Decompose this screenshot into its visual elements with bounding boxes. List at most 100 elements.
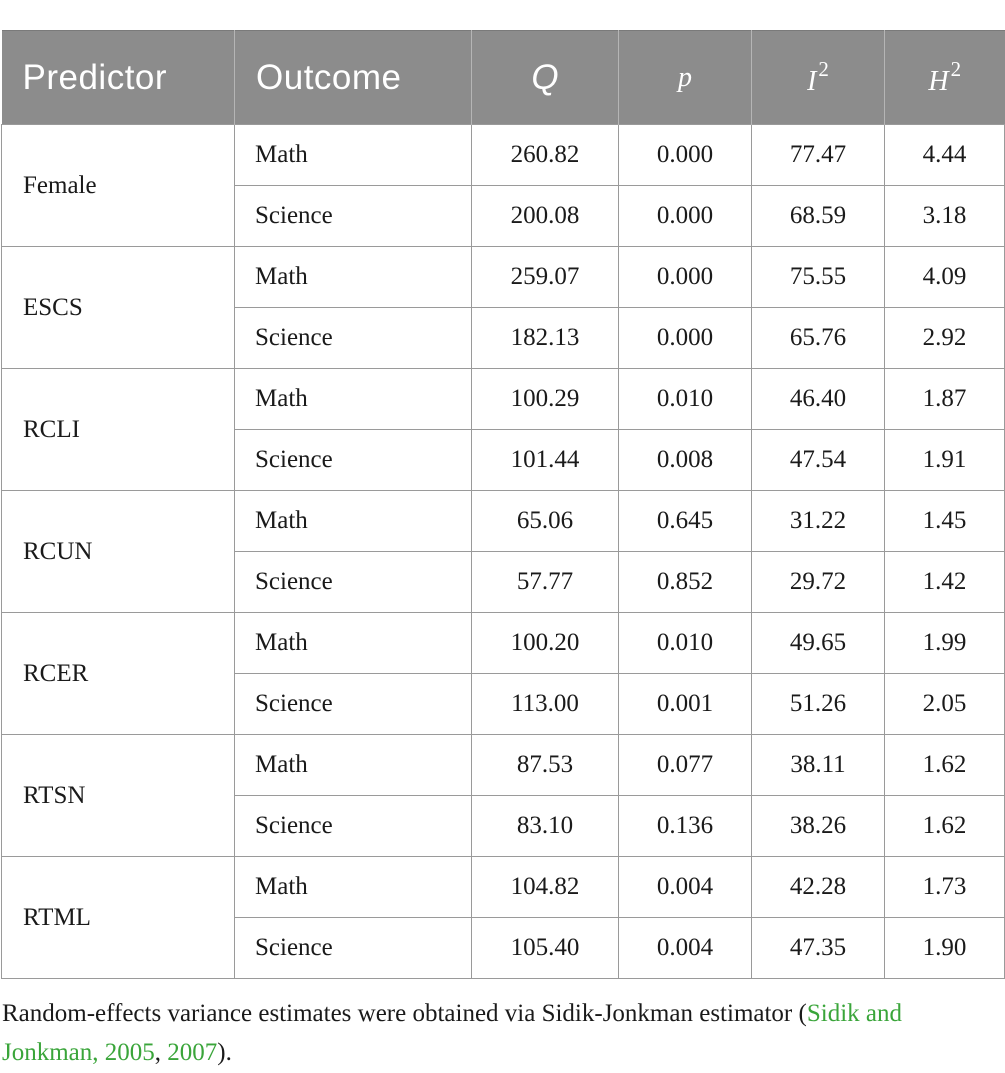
p-cell: 0.136	[618, 795, 752, 857]
table-row: Female Math 260.82 0.000 77.47 4.44	[1, 124, 1005, 247]
i2-cell: 65.76	[751, 307, 885, 369]
header-i2-exponent: 2	[818, 57, 829, 81]
i2-cell: 47.35	[751, 917, 885, 979]
header-h2: H2	[884, 30, 1005, 125]
i2-cell: 29.72	[751, 551, 885, 613]
outcome-cell: Math	[234, 612, 472, 674]
table-row: RCLI Math 100.29 0.010 46.40 1.87	[1, 368, 1005, 491]
h2-cell: 3.18	[884, 185, 1005, 247]
h2-cell: 1.42	[884, 551, 1005, 613]
q-cell: 100.20	[471, 612, 619, 674]
outcome-cell: Math	[234, 368, 472, 430]
header-predictor: Predictor	[1, 30, 235, 125]
heterogeneity-table: Predictor Outcome Q p I2 H2 Female Math …	[1, 30, 1005, 979]
predictor-cell: RCER	[1, 612, 235, 735]
outcome-cell: Math	[234, 246, 472, 308]
h2-cell: 1.87	[884, 368, 1005, 430]
outcome-cell: Math	[234, 734, 472, 796]
outcome-cell: Science	[234, 307, 472, 369]
h2-cell: 1.73	[884, 856, 1005, 918]
citation-link-2007[interactable]: 2007	[167, 1039, 218, 1066]
table-row: RCER Math 100.20 0.010 49.65 1.99	[1, 612, 1005, 735]
table-row: RTSN Math 87.53 0.077 38.11 1.62	[1, 734, 1005, 857]
p-cell: 0.000	[618, 185, 752, 247]
h2-cell: 4.09	[884, 246, 1005, 308]
header-row: Predictor Outcome Q p I2 H2	[1, 30, 1005, 125]
p-cell: 0.010	[618, 368, 752, 430]
header-p: p	[618, 30, 752, 125]
predictor-cell: RCLI	[1, 368, 235, 491]
q-cell: 259.07	[471, 246, 619, 308]
predictor-cell: RTML	[1, 856, 235, 979]
outcome-cell: Science	[234, 429, 472, 491]
table-row: Science 57.77 0.852 29.72 1.42	[2, 551, 1005, 613]
outcome-cell: Science	[234, 795, 472, 857]
q-cell: 200.08	[471, 185, 619, 247]
p-cell: 0.004	[618, 856, 752, 918]
table-row: Science 101.44 0.008 47.54 1.91	[2, 429, 1005, 491]
header-h2-base: H	[928, 66, 949, 97]
h2-cell: 2.05	[884, 673, 1005, 735]
table-row: ESCS Math 259.07 0.000 75.55 4.09	[1, 246, 1005, 369]
i2-cell: 42.28	[751, 856, 885, 918]
table-footnote: Random-effects variance estimates were o…	[2, 994, 992, 1072]
table-row: RTML Math 104.82 0.004 42.28 1.73	[1, 856, 1005, 979]
h2-cell: 1.45	[884, 490, 1005, 552]
i2-cell: 77.47	[751, 124, 885, 186]
q-cell: 65.06	[471, 490, 619, 552]
table-row: RCUN Math 65.06 0.645 31.22 1.45	[1, 490, 1005, 613]
i2-cell: 46.40	[751, 368, 885, 430]
q-cell: 101.44	[471, 429, 619, 491]
q-cell: 87.53	[471, 734, 619, 796]
h2-cell: 1.62	[884, 795, 1005, 857]
table-row: Science 113.00 0.001 51.26 2.05	[2, 673, 1005, 735]
header-i2-base: I	[807, 66, 817, 97]
outcome-cell: Science	[234, 673, 472, 735]
i2-cell: 31.22	[751, 490, 885, 552]
h2-cell: 1.62	[884, 734, 1005, 796]
p-cell: 0.077	[618, 734, 752, 796]
p-cell: 0.010	[618, 612, 752, 674]
p-cell: 0.008	[618, 429, 752, 491]
q-cell: 105.40	[471, 917, 619, 979]
results-table-container: Predictor Outcome Q p I2 H2 Female Math …	[0, 30, 1005, 979]
footnote-closing: ).	[217, 1039, 232, 1066]
header-outcome: Outcome	[234, 30, 472, 125]
i2-cell: 51.26	[751, 673, 885, 735]
q-cell: 57.77	[471, 551, 619, 613]
predictor-cell: RTSN	[1, 734, 235, 857]
p-cell: 0.645	[618, 490, 752, 552]
q-cell: 83.10	[471, 795, 619, 857]
q-cell: 104.82	[471, 856, 619, 918]
p-cell: 0.000	[618, 124, 752, 186]
i2-cell: 68.59	[751, 185, 885, 247]
header-i2: I2	[751, 30, 885, 125]
footnote-text: Random-effects variance estimates were o…	[2, 1000, 807, 1027]
h2-cell: 2.92	[884, 307, 1005, 369]
i2-cell: 75.55	[751, 246, 885, 308]
p-cell: 0.000	[618, 246, 752, 308]
predictor-cell: ESCS	[1, 246, 235, 369]
i2-cell: 49.65	[751, 612, 885, 674]
p-cell: 0.004	[618, 917, 752, 979]
citation-link-2005[interactable]: Sidik and Jonkman, 2005	[2, 1000, 902, 1066]
predictor-cell: Female	[1, 124, 235, 247]
q-cell: 182.13	[471, 307, 619, 369]
outcome-cell: Math	[234, 124, 472, 186]
i2-cell: 47.54	[751, 429, 885, 491]
table-header: Predictor Outcome Q p I2 H2	[1, 30, 1005, 125]
i2-cell: 38.11	[751, 734, 885, 796]
h2-cell: 4.44	[884, 124, 1005, 186]
q-cell: 113.00	[471, 673, 619, 735]
i2-cell: 38.26	[751, 795, 885, 857]
h2-cell: 1.91	[884, 429, 1005, 491]
outcome-cell: Math	[234, 490, 472, 552]
table-row: Science 105.40 0.004 47.35 1.90	[2, 917, 1005, 979]
q-cell: 100.29	[471, 368, 619, 430]
q-cell: 260.82	[471, 124, 619, 186]
p-cell: 0.001	[618, 673, 752, 735]
outcome-cell: Science	[234, 551, 472, 613]
h2-cell: 1.99	[884, 612, 1005, 674]
header-q: Q	[471, 30, 619, 125]
header-h2-exponent: 2	[950, 57, 962, 81]
